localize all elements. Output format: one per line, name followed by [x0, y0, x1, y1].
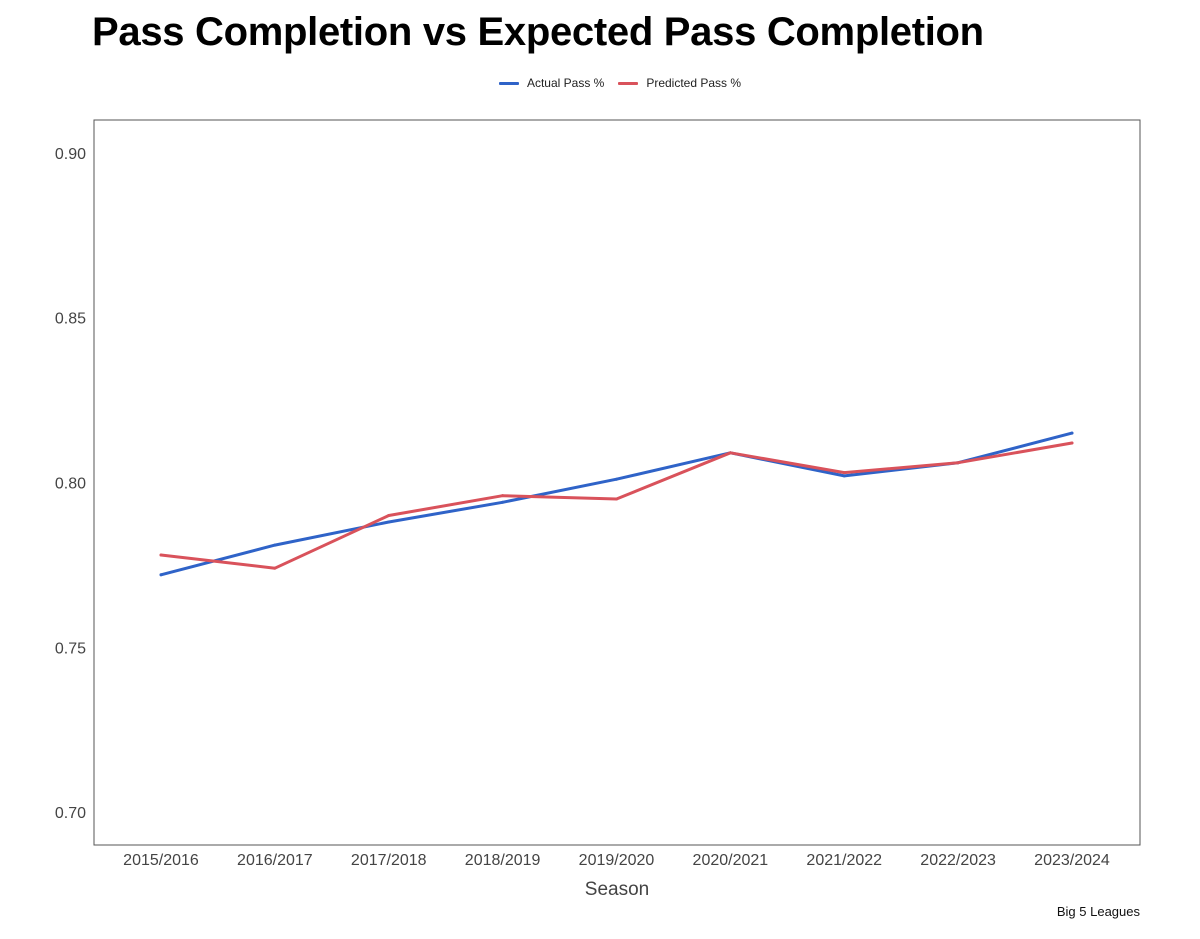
- caption: Big 5 Leagues: [1056, 904, 1140, 919]
- predicted-point: [728, 451, 732, 455]
- legend: Actual Pass % Predicted Pass %: [0, 76, 1200, 90]
- x-tick-label: 2020/2021: [693, 852, 769, 869]
- predicted-point: [159, 553, 163, 557]
- plot-frame: [93, 119, 1141, 846]
- legend-label-actual: Actual Pass %: [526, 76, 605, 90]
- x-tick-label: 2017/2018: [351, 852, 427, 869]
- actual-point: [1070, 431, 1074, 435]
- predicted-point: [956, 461, 960, 465]
- legend-label-predicted: Predicted Pass %: [646, 76, 742, 90]
- y-tick-label: 0.70: [55, 805, 86, 822]
- x-tick-label: 2019/2020: [579, 852, 655, 869]
- series-line-actual: [159, 431, 1074, 577]
- x-axis-title: Season: [585, 879, 649, 900]
- y-tick-label: 0.85: [55, 311, 86, 328]
- predicted-point: [273, 566, 277, 570]
- x-tick-label: 2022/2023: [920, 852, 996, 869]
- series-layer: [159, 431, 1074, 577]
- legend-item-actual: Actual Pass %: [498, 76, 605, 90]
- legend-swatch-predicted: [618, 81, 639, 85]
- x-tick-label: 2018/2019: [465, 852, 541, 869]
- legend-item-predicted: Predicted Pass %: [618, 76, 741, 90]
- predicted-point: [615, 497, 618, 501]
- actual-point: [273, 543, 277, 547]
- chart-title: Pass Completion vs Expected Pass Complet…: [92, 10, 984, 54]
- x-tick-label: 2016/2017: [237, 852, 313, 869]
- y-axis-ticks: 0.70 0.75 0.80 0.85 0.90: [55, 146, 86, 822]
- actual-point: [842, 474, 846, 478]
- actual-point: [615, 477, 618, 481]
- y-tick-label: 0.75: [55, 640, 86, 657]
- predicted-point: [842, 471, 846, 475]
- legend-swatch-actual: [498, 81, 519, 85]
- predicted-point: [1070, 441, 1074, 445]
- actual-point: [501, 500, 505, 504]
- actual-point: [387, 520, 391, 524]
- y-tick-label: 0.80: [55, 476, 86, 493]
- y-tick-label: 0.90: [55, 146, 86, 163]
- actual-point: [159, 573, 163, 577]
- predicted-point: [501, 494, 505, 498]
- series-line-predicted: [159, 441, 1074, 570]
- x-tick-label: 2021/2022: [806, 852, 882, 869]
- predicted-point: [387, 513, 391, 517]
- x-tick-label: 2023/2024: [1034, 852, 1110, 869]
- x-axis-ticks: 2015/2016 2016/2017 2017/2018 2018/2019 2019…: [123, 852, 1110, 869]
- x-tick-label: 2015/2016: [123, 852, 199, 869]
